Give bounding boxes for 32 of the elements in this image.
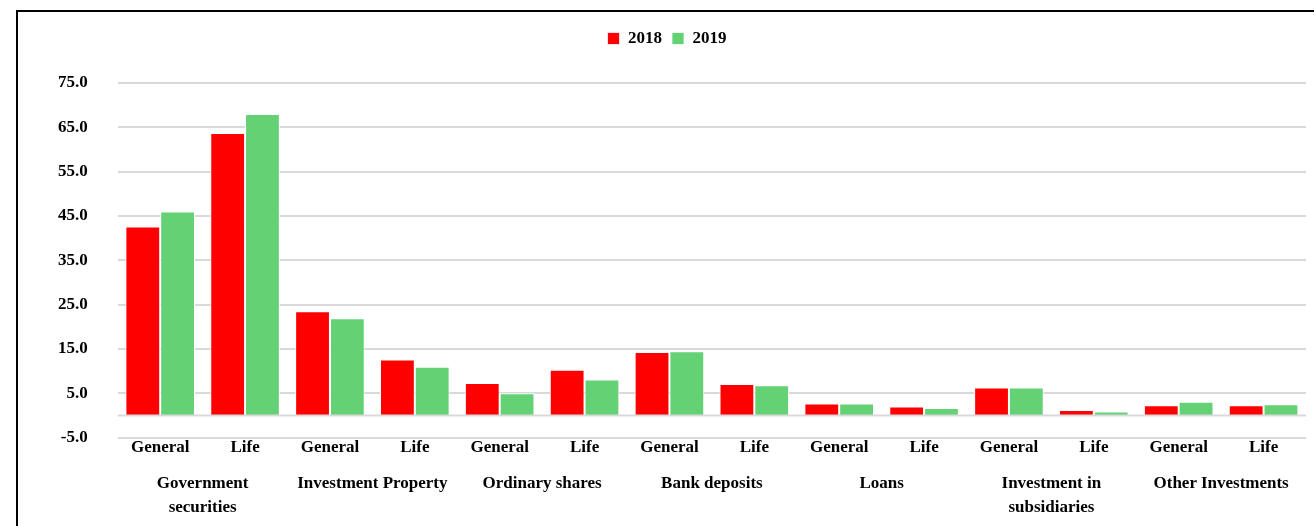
text: Other Investments <box>1153 472 1290 492</box>
x-tick-label: General <box>300 437 360 457</box>
text: Ordinary shares <box>482 472 603 492</box>
x-tick-label: General <box>1149 437 1209 457</box>
x-tick-label: Life <box>1248 437 1279 457</box>
text: Loans <box>859 472 905 492</box>
x-tick-label: Life <box>739 437 770 457</box>
y-tick-label: 5.0 <box>66 382 88 402</box>
y-tick-label: 15.0 <box>58 338 88 358</box>
y-tick-label: 75.0 <box>58 72 88 92</box>
legend-label: 2019 <box>692 27 727 47</box>
text: Government securities <box>156 472 249 516</box>
x-tick-label: Life <box>400 437 430 457</box>
x-tick-label: General <box>809 437 869 457</box>
x-tick-label: Life <box>1079 437 1109 457</box>
text: Bank deposits <box>661 472 764 492</box>
text: Investment Property <box>297 472 449 492</box>
y-tick-label: 25.0 <box>58 294 88 314</box>
x-tick-label: General <box>130 437 190 457</box>
x-tick-label: General <box>640 437 699 457</box>
x-tick-label: General <box>979 437 1039 457</box>
text: Investment in subsidiaries <box>1001 472 1102 516</box>
x-tick-label: Life <box>569 437 600 457</box>
x-tick-label: General <box>470 437 530 457</box>
y-tick-label: -5.0 <box>60 426 88 446</box>
y-tick-label: 55.0 <box>58 161 88 181</box>
y-tick-label: 35.0 <box>58 249 88 269</box>
y-tick-label: 45.0 <box>58 205 88 225</box>
x-tick-label: Life <box>230 437 261 457</box>
x-tick-label: Life <box>909 437 940 457</box>
y-tick-label: 65.0 <box>58 116 88 136</box>
legend-label: 2018 <box>628 27 662 47</box>
